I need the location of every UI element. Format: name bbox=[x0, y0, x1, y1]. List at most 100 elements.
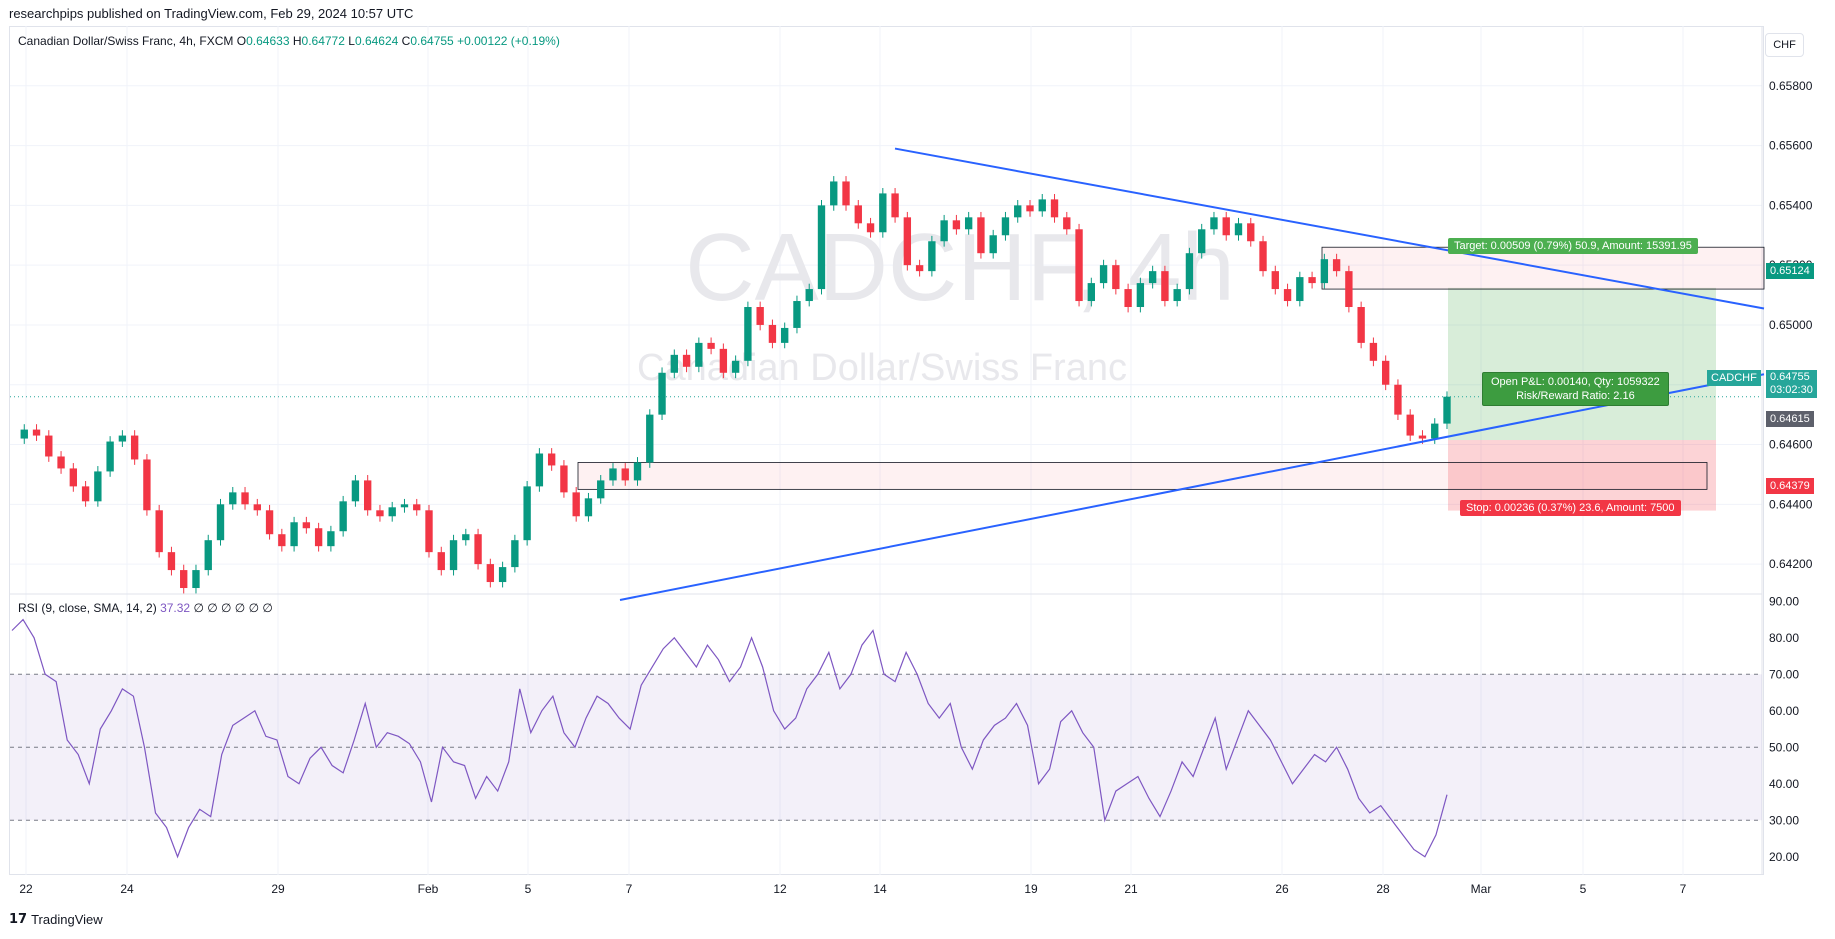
price-tick-4: 0.65000 bbox=[1769, 318, 1813, 332]
candle-14 bbox=[180, 570, 188, 589]
candle-9 bbox=[118, 435, 127, 442]
candle-93 bbox=[1148, 271, 1157, 284]
candle-83 bbox=[1026, 205, 1034, 212]
rsi-extras: ∅ ∅ ∅ ∅ ∅ ∅ bbox=[193, 601, 273, 615]
stop-label[interactable]: Stop: 0.00236 (0.37%) 23.6, Amount: 7500 bbox=[1460, 500, 1681, 516]
candle-109 bbox=[1345, 271, 1353, 308]
candle-20 bbox=[253, 504, 261, 511]
current-price: 0.64755 bbox=[1770, 371, 1810, 383]
pnl-line-1: Open P&L: 0.00140, Qty: 1059322 bbox=[1491, 376, 1660, 388]
candle-59 bbox=[731, 360, 740, 373]
target-label[interactable]: Target: 0.00509 (0.79%) 50.9, Amount: 15… bbox=[1448, 238, 1698, 254]
time-tick-1: 24 bbox=[120, 882, 134, 896]
target-price-tag: 0.65124 bbox=[1766, 263, 1814, 279]
legend-close: 0.64755 bbox=[410, 34, 454, 48]
footer-brand-text: TradingView bbox=[31, 912, 103, 927]
time-tick-3: Feb bbox=[418, 882, 439, 896]
time-tick-5: 7 bbox=[626, 882, 633, 896]
pnl-line-2: Risk/Reward Ratio: 2.16 bbox=[1516, 390, 1635, 402]
candle-26 bbox=[327, 531, 335, 547]
candle-12 bbox=[155, 510, 163, 553]
candle-81 bbox=[1001, 217, 1010, 236]
published-caption: researchpips published on TradingView.co… bbox=[9, 6, 414, 21]
candle-74 bbox=[915, 265, 924, 272]
candle-110 bbox=[1357, 307, 1365, 343]
candle-25 bbox=[314, 528, 323, 547]
open-pnl-label[interactable]: Open P&L: 0.00140, Qty: 1059322 Risk/Rew… bbox=[1482, 372, 1669, 406]
candle-10 bbox=[130, 435, 139, 460]
candle-52 bbox=[646, 414, 654, 463]
candle-36 bbox=[449, 540, 458, 571]
candle-79 bbox=[977, 217, 985, 254]
candle-104 bbox=[1283, 289, 1292, 302]
legend-close-label: C bbox=[401, 34, 411, 48]
candle-89 bbox=[1099, 265, 1108, 284]
rsi-tick-6: 30.00 bbox=[1769, 813, 1799, 827]
candle-38 bbox=[474, 534, 482, 565]
candle-63 bbox=[781, 327, 789, 343]
candle-66 bbox=[817, 205, 826, 290]
candle-92 bbox=[1136, 283, 1145, 308]
current-price-tag: 0.64755 03:02:30 bbox=[1766, 370, 1817, 398]
chart-frame bbox=[9, 26, 1764, 875]
candle-115 bbox=[1418, 435, 1427, 439]
profit-zone bbox=[1448, 287, 1716, 441]
candle-19 bbox=[241, 492, 249, 505]
countdown: 03:02:30 bbox=[1770, 384, 1813, 396]
rsi-tick-3: 60.00 bbox=[1769, 704, 1799, 718]
candle-107 bbox=[1320, 259, 1329, 284]
candle-57 bbox=[707, 342, 715, 349]
candle-17 bbox=[216, 504, 225, 541]
rsi-tick-7: 20.00 bbox=[1769, 850, 1799, 864]
candle-94 bbox=[1161, 271, 1169, 302]
candle-21 bbox=[265, 510, 274, 535]
candle-24 bbox=[302, 522, 311, 529]
candle-15 bbox=[192, 570, 200, 589]
rsi-label: RSI (9, close, SMA, 14, 2) bbox=[18, 601, 157, 615]
stop-price-tag: 0.64379 bbox=[1766, 478, 1814, 494]
price-tick-7: 0.64400 bbox=[1769, 497, 1813, 511]
candle-34 bbox=[425, 510, 433, 553]
tradingview-logo-icon: 𝟭𝟳 bbox=[9, 912, 28, 927]
candle-33 bbox=[413, 504, 421, 511]
candle-100 bbox=[1234, 223, 1243, 236]
candle-67 bbox=[830, 181, 838, 206]
time-tick-9: 21 bbox=[1124, 882, 1138, 896]
candle-80 bbox=[989, 235, 997, 254]
candle-37 bbox=[462, 534, 470, 541]
candle-61 bbox=[756, 307, 764, 325]
candle-55 bbox=[682, 354, 691, 367]
rsi-tick-1: 80.00 bbox=[1769, 631, 1799, 645]
candle-47 bbox=[584, 498, 593, 517]
price-tick-2: 0.65400 bbox=[1769, 198, 1813, 212]
candle-75 bbox=[928, 241, 936, 272]
candle-117 bbox=[1443, 396, 1451, 424]
candle-39 bbox=[486, 564, 495, 583]
currency-button[interactable]: CHF bbox=[1765, 33, 1804, 57]
candle-88 bbox=[1087, 283, 1095, 302]
candle-69 bbox=[854, 205, 862, 224]
candle-48 bbox=[597, 480, 605, 499]
time-tick-14: 7 bbox=[1680, 882, 1687, 896]
candle-82 bbox=[1014, 205, 1022, 218]
candle-60 bbox=[744, 307, 752, 361]
candle-58 bbox=[719, 348, 728, 373]
price-tick-0: 0.65800 bbox=[1769, 79, 1813, 93]
time-tick-12: Mar bbox=[1471, 882, 1492, 896]
legend-open: 0.64633 bbox=[246, 34, 290, 48]
candle-40 bbox=[498, 567, 507, 583]
candle-50 bbox=[621, 468, 629, 481]
time-tick-7: 14 bbox=[873, 882, 887, 896]
candle-87 bbox=[1075, 229, 1083, 302]
candle-41 bbox=[511, 540, 519, 568]
candle-35 bbox=[437, 552, 445, 571]
candle-46 bbox=[572, 492, 580, 517]
candle-116 bbox=[1431, 423, 1439, 439]
footer-brand[interactable]: 𝟭𝟳 TradingView bbox=[9, 912, 103, 927]
candle-101 bbox=[1247, 223, 1255, 242]
candle-78 bbox=[964, 217, 973, 230]
legend-open-label: O bbox=[236, 34, 247, 48]
candle-77 bbox=[952, 220, 961, 230]
candle-45 bbox=[560, 465, 568, 493]
